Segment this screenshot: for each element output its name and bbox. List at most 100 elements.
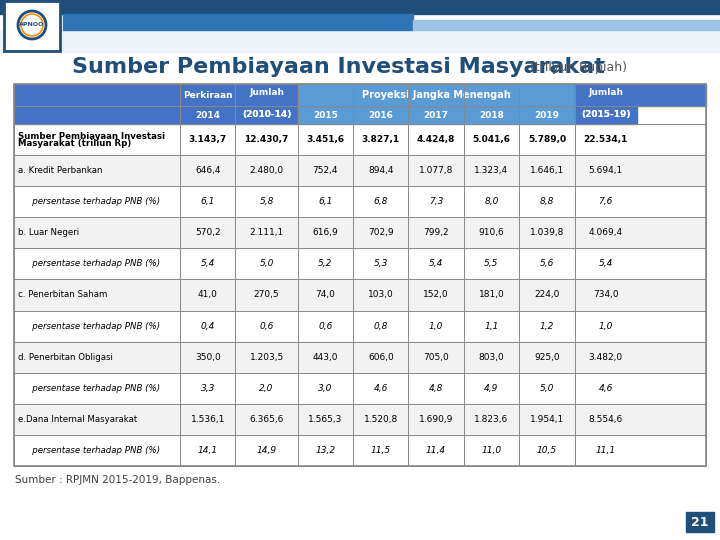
Text: 11,0: 11,0 xyxy=(482,446,502,455)
Bar xyxy=(14,155,706,186)
Text: 11,4: 11,4 xyxy=(426,446,446,455)
Text: 8.554,6: 8.554,6 xyxy=(588,415,623,424)
Bar xyxy=(0,30,720,52)
Text: 21: 21 xyxy=(691,516,708,529)
Text: 799,2: 799,2 xyxy=(423,228,449,237)
Bar xyxy=(0,0,720,14)
Text: 3.482,0: 3.482,0 xyxy=(588,353,623,362)
Text: 2018: 2018 xyxy=(479,111,504,119)
Text: 2.480,0: 2.480,0 xyxy=(250,166,284,175)
Text: 5,4: 5,4 xyxy=(201,259,215,268)
Text: persentase terhadap PNB (%): persentase terhadap PNB (%) xyxy=(24,322,160,330)
Text: 2015: 2015 xyxy=(313,111,338,119)
Text: 606,0: 606,0 xyxy=(368,353,394,362)
Bar xyxy=(14,84,706,466)
Text: 616,9: 616,9 xyxy=(312,228,338,237)
Bar xyxy=(14,84,180,124)
Text: persentase terhadap PNB (%): persentase terhadap PNB (%) xyxy=(24,446,160,455)
Text: Sumber Pembiayaan Investasi: Sumber Pembiayaan Investasi xyxy=(18,132,165,140)
Text: 6,1: 6,1 xyxy=(318,197,333,206)
Text: 910,6: 910,6 xyxy=(479,228,504,237)
Text: 702,9: 702,9 xyxy=(368,228,394,237)
Text: 5,8: 5,8 xyxy=(259,197,274,206)
Text: 2.111,1: 2.111,1 xyxy=(249,228,284,237)
Text: 1.690,9: 1.690,9 xyxy=(419,415,454,424)
Text: persentase terhadap PNB (%): persentase terhadap PNB (%) xyxy=(24,384,160,393)
Text: 5.041,6: 5.041,6 xyxy=(472,135,510,144)
Text: 5,2: 5,2 xyxy=(318,259,333,268)
Text: 3.143,7: 3.143,7 xyxy=(189,135,227,144)
Text: Perkiraan: Perkiraan xyxy=(183,91,233,99)
Text: 6,8: 6,8 xyxy=(374,197,388,206)
Text: 443,0: 443,0 xyxy=(312,353,338,362)
Text: d. Penerbitan Obligasi: d. Penerbitan Obligasi xyxy=(18,353,113,362)
Text: c. Penerbitan Saham: c. Penerbitan Saham xyxy=(18,291,107,300)
Text: 803,0: 803,0 xyxy=(479,353,504,362)
Bar xyxy=(14,186,706,217)
Bar xyxy=(235,84,298,124)
Text: 8,8: 8,8 xyxy=(540,197,554,206)
Text: 5,4: 5,4 xyxy=(598,259,613,268)
Text: 5.694,1: 5.694,1 xyxy=(588,166,623,175)
Bar xyxy=(686,512,714,532)
Text: 1.565,3: 1.565,3 xyxy=(308,415,343,424)
Text: 3,0: 3,0 xyxy=(318,384,333,393)
Bar xyxy=(14,373,706,404)
Text: 5,0: 5,0 xyxy=(540,384,554,393)
Text: 2014: 2014 xyxy=(195,111,220,119)
Bar xyxy=(14,310,706,342)
Text: Masyarakat (triliun Rp): Masyarakat (triliun Rp) xyxy=(18,139,131,147)
Text: 4.424,8: 4.424,8 xyxy=(417,135,455,144)
Text: 5,6: 5,6 xyxy=(540,259,554,268)
Bar xyxy=(14,248,706,280)
Text: Jumlah: Jumlah xyxy=(588,89,624,97)
Text: 224,0: 224,0 xyxy=(534,291,559,300)
Text: 0,8: 0,8 xyxy=(374,322,388,330)
Text: 1,2: 1,2 xyxy=(540,322,554,330)
Text: APNOO: APNOO xyxy=(19,23,45,28)
Text: (2010-14): (2010-14) xyxy=(242,111,292,119)
Bar xyxy=(14,404,706,435)
Bar xyxy=(180,84,235,124)
Bar xyxy=(575,84,636,124)
Text: 894,4: 894,4 xyxy=(368,166,394,175)
Text: 1,0: 1,0 xyxy=(598,322,613,330)
Text: 0,6: 0,6 xyxy=(259,322,274,330)
Text: 1,0: 1,0 xyxy=(429,322,444,330)
Text: (2015-19): (2015-19) xyxy=(581,111,631,119)
Bar xyxy=(14,280,706,310)
Text: 74,0: 74,0 xyxy=(315,291,336,300)
Text: e.Dana Internal Masyarakat: e.Dana Internal Masyarakat xyxy=(18,415,138,424)
Text: 12.430,7: 12.430,7 xyxy=(244,135,289,144)
Text: 14,1: 14,1 xyxy=(198,446,218,455)
Text: 11,1: 11,1 xyxy=(595,446,616,455)
Text: 1.077,8: 1.077,8 xyxy=(419,166,454,175)
Text: 13,2: 13,2 xyxy=(315,446,336,455)
Text: 1.323,4: 1.323,4 xyxy=(474,166,508,175)
Bar xyxy=(4,1,60,51)
Text: 22.534,1: 22.534,1 xyxy=(583,135,628,144)
Text: 4,9: 4,9 xyxy=(485,384,499,393)
Bar xyxy=(14,84,706,106)
Text: Jumlah: Jumlah xyxy=(249,89,284,97)
Text: (trilyun Rupiah): (trilyun Rupiah) xyxy=(530,60,627,73)
Text: 5.789,0: 5.789,0 xyxy=(528,135,566,144)
Text: 5,4: 5,4 xyxy=(429,259,444,268)
Text: 181,0: 181,0 xyxy=(479,291,504,300)
Bar xyxy=(298,106,575,124)
Text: 5,5: 5,5 xyxy=(485,259,499,268)
Text: 925,0: 925,0 xyxy=(534,353,559,362)
Text: 1.954,1: 1.954,1 xyxy=(530,415,564,424)
Text: 3.827,1: 3.827,1 xyxy=(361,135,400,144)
Text: 11,5: 11,5 xyxy=(371,446,391,455)
Text: 2016: 2016 xyxy=(369,111,393,119)
Text: 41,0: 41,0 xyxy=(198,291,217,300)
Text: 1.646,1: 1.646,1 xyxy=(530,166,564,175)
Text: 4,8: 4,8 xyxy=(429,384,444,393)
Text: 1.823,6: 1.823,6 xyxy=(474,415,508,424)
Text: 1.039,8: 1.039,8 xyxy=(530,228,564,237)
Text: Sumber : RPJMN 2015-2019, Bappenas.: Sumber : RPJMN 2015-2019, Bappenas. xyxy=(15,475,220,485)
Text: 2,0: 2,0 xyxy=(259,384,274,393)
Text: 734,0: 734,0 xyxy=(593,291,618,300)
Text: 752,4: 752,4 xyxy=(312,166,338,175)
